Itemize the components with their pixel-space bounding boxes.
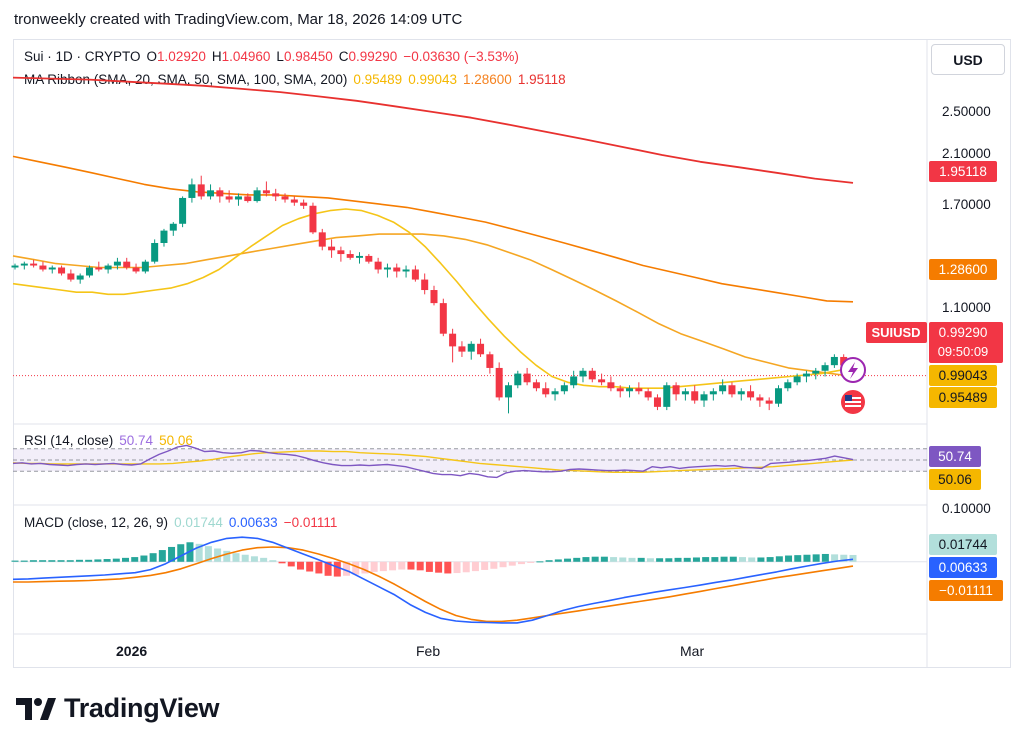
rsi-value: 50.74 [119,433,154,448]
macd-hist-value: 0.01744 [174,515,223,530]
sma100-value: 1.28600 [463,72,512,87]
low-value: 0.98450 [283,49,333,64]
tradingview-logo: TradingView [16,693,220,724]
ma-legend: MA Ribbon (SMA, 20, SMA, 50, SMA, 100, S… [24,72,572,87]
macd-signal-value: −0.01111 [283,515,338,530]
chart-header: tronweekly created with TradingView.com,… [14,11,463,28]
high-value: 1.04960 [221,49,271,64]
sma200-value: 1.95118 [517,72,566,87]
symbol-legend: Sui · 1D · CRYPTO O1.02920 H1.04960 L0.9845… [24,49,519,64]
currency-button[interactable]: USD [931,44,1005,75]
tradingview-logo-icon [16,697,56,720]
chart-frame [13,39,1011,668]
macd-legend-title[interactable]: MACD (close, 12, 26, 9) [24,515,169,530]
open-value: 1.02920 [157,49,206,64]
tradingview-logo-text: TradingView [64,693,220,723]
macd-legend: MACD (close, 12, 26, 9) 0.01744 0.00633 −0.… [24,515,343,530]
rsi-legend-title[interactable]: RSI (14, close) [24,433,114,448]
symbol-title[interactable]: Sui · 1D · CRYPTO [24,49,141,64]
sma50-value: 0.99043 [408,72,458,87]
macd-value: 0.00633 [228,515,278,530]
close-value: 0.99290 [348,49,398,64]
rsi-ma-value: 50.06 [159,433,193,448]
ma-legend-title[interactable]: MA Ribbon (SMA, 20, SMA, 50, SMA, 100, S… [24,72,348,87]
change-value: −0.03630 (−3.53%) [403,49,519,64]
rsi-legend: RSI (14, close) 50.74 50.06 [24,433,199,448]
sma20-value: 0.95489 [353,72,403,87]
